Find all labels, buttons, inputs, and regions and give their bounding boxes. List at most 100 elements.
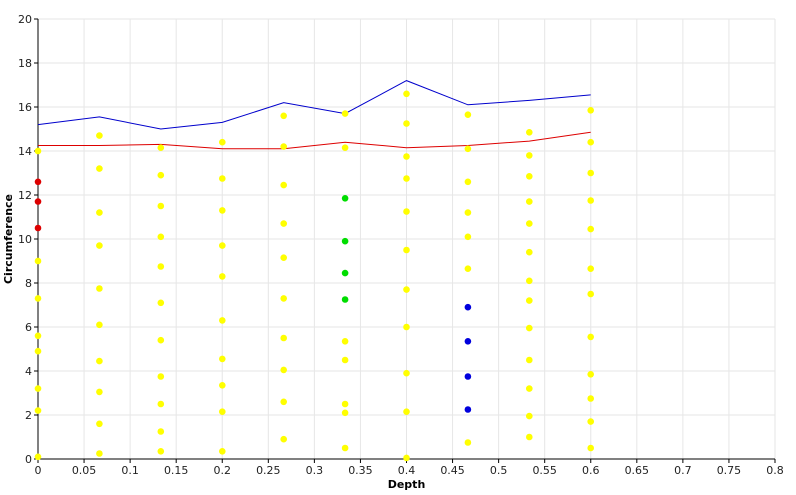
data-point-yellow bbox=[403, 323, 410, 331]
data-point-yellow bbox=[219, 207, 226, 214]
x-tick-label: 0.25 bbox=[256, 464, 281, 477]
data-point-yellow bbox=[219, 355, 226, 363]
x-tick-labels: 0 0.05 0.1 0.15 0.2 0.25 0.3 0.35 0.4 0.45 0.5 0.55… bbox=[35, 464, 784, 477]
data-point-yellow bbox=[341, 400, 349, 408]
data-point-yellow bbox=[34, 385, 42, 392]
data-point-yellow bbox=[219, 138, 226, 146]
data-point-yellow bbox=[96, 321, 103, 329]
x-tick-label: 0.7 bbox=[674, 464, 692, 477]
data-point-yellow bbox=[526, 385, 533, 392]
data-point-yellow bbox=[96, 165, 103, 172]
x-tick-label: 0.45 bbox=[440, 464, 465, 477]
data-point-blue bbox=[464, 373, 472, 380]
x-axis-title: Depth bbox=[388, 478, 426, 491]
data-point-yellow bbox=[587, 225, 594, 233]
data-point-yellow bbox=[526, 412, 533, 420]
data-point-yellow bbox=[34, 407, 42, 414]
data-point-yellow bbox=[403, 208, 410, 215]
data-point-yellow bbox=[464, 233, 472, 241]
y-tick-label: 10 bbox=[18, 233, 32, 246]
data-point-yellow bbox=[34, 295, 42, 302]
x-tick-label: 0.55 bbox=[532, 464, 557, 477]
data-point-yellow bbox=[157, 336, 165, 344]
y-tick-label: 14 bbox=[18, 145, 32, 158]
data-point-green bbox=[341, 269, 349, 277]
data-point-yellow bbox=[157, 171, 165, 179]
data-point-yellow bbox=[280, 181, 288, 189]
data-point-yellow bbox=[219, 408, 226, 416]
data-point-yellow bbox=[403, 286, 410, 293]
x-tick-label: 0.65 bbox=[625, 464, 650, 477]
y-axis-title: Circumference bbox=[2, 194, 15, 284]
data-point-yellow bbox=[341, 144, 349, 151]
data-point-blue bbox=[464, 406, 472, 413]
data-point-green bbox=[341, 296, 349, 303]
data-point-yellow bbox=[219, 448, 226, 455]
series-lines bbox=[37, 80, 591, 150]
data-point-yellow bbox=[587, 138, 594, 146]
x-tick-label: 0.1 bbox=[121, 464, 139, 477]
data-point-yellow bbox=[157, 448, 165, 455]
data-point-yellow bbox=[464, 439, 472, 446]
data-point-yellow bbox=[403, 90, 410, 98]
x-tick-label: 0.3 bbox=[306, 464, 324, 477]
data-point-yellow bbox=[219, 242, 226, 249]
data-point-yellow bbox=[341, 110, 349, 117]
data-point-yellow bbox=[280, 435, 288, 443]
data-point-yellow bbox=[587, 107, 594, 114]
data-point-green bbox=[341, 237, 349, 245]
data-point-yellow bbox=[587, 418, 594, 425]
data-point-yellow bbox=[587, 333, 594, 341]
data-point-yellow bbox=[526, 324, 533, 332]
data-point-yellow bbox=[587, 290, 594, 298]
data-point-yellow bbox=[587, 444, 594, 452]
data-point-yellow bbox=[464, 265, 472, 273]
data-point-yellow bbox=[403, 408, 410, 416]
data-point-yellow bbox=[341, 444, 349, 452]
x-tick-label: 0.4 bbox=[398, 464, 416, 477]
data-point-yellow bbox=[464, 145, 472, 153]
data-point-yellow bbox=[157, 263, 165, 270]
y-tick-label: 16 bbox=[18, 101, 32, 114]
data-point-yellow bbox=[464, 209, 472, 216]
data-point-yellow bbox=[96, 242, 103, 249]
data-point-yellow bbox=[403, 454, 410, 462]
series-line-upper-line bbox=[37, 80, 591, 130]
data-point-yellow bbox=[280, 112, 288, 120]
series-points bbox=[34, 90, 594, 462]
data-point-yellow bbox=[280, 254, 288, 261]
data-point-yellow bbox=[403, 120, 410, 127]
x-tick-label: 0.35 bbox=[348, 464, 373, 477]
y-tick-label: 0 bbox=[25, 453, 32, 466]
y-tick-label: 12 bbox=[18, 189, 32, 202]
data-point-yellow bbox=[587, 197, 594, 204]
data-point-yellow bbox=[280, 334, 288, 342]
x-tick-label: 0.05 bbox=[72, 464, 97, 477]
data-point-yellow bbox=[526, 152, 533, 159]
grid-lines bbox=[38, 18, 776, 459]
data-point-yellow bbox=[34, 257, 42, 265]
data-point-yellow bbox=[34, 332, 42, 340]
data-point-yellow bbox=[526, 356, 533, 364]
x-tick-label: 0.6 bbox=[582, 464, 600, 477]
data-point-yellow bbox=[34, 347, 42, 355]
axes bbox=[34, 18, 776, 463]
data-point-yellow bbox=[96, 388, 103, 396]
data-point-yellow bbox=[403, 369, 410, 377]
data-point-blue bbox=[464, 338, 472, 345]
data-point-yellow bbox=[403, 175, 410, 182]
y-tick-label: 20 bbox=[18, 13, 32, 26]
data-point-yellow bbox=[280, 366, 288, 374]
data-point-red bbox=[34, 178, 42, 186]
series-line-lower-line bbox=[38, 131, 591, 150]
data-point-yellow bbox=[96, 357, 103, 365]
x-tick-label: 0.75 bbox=[717, 464, 742, 477]
data-point-yellow bbox=[526, 220, 533, 227]
data-point-yellow bbox=[96, 420, 103, 428]
data-point-yellow bbox=[341, 356, 349, 364]
data-point-red bbox=[34, 198, 42, 205]
data-point-yellow bbox=[526, 173, 533, 180]
data-point-yellow bbox=[280, 295, 288, 302]
data-point-yellow bbox=[587, 395, 594, 402]
data-point-yellow bbox=[526, 433, 533, 441]
